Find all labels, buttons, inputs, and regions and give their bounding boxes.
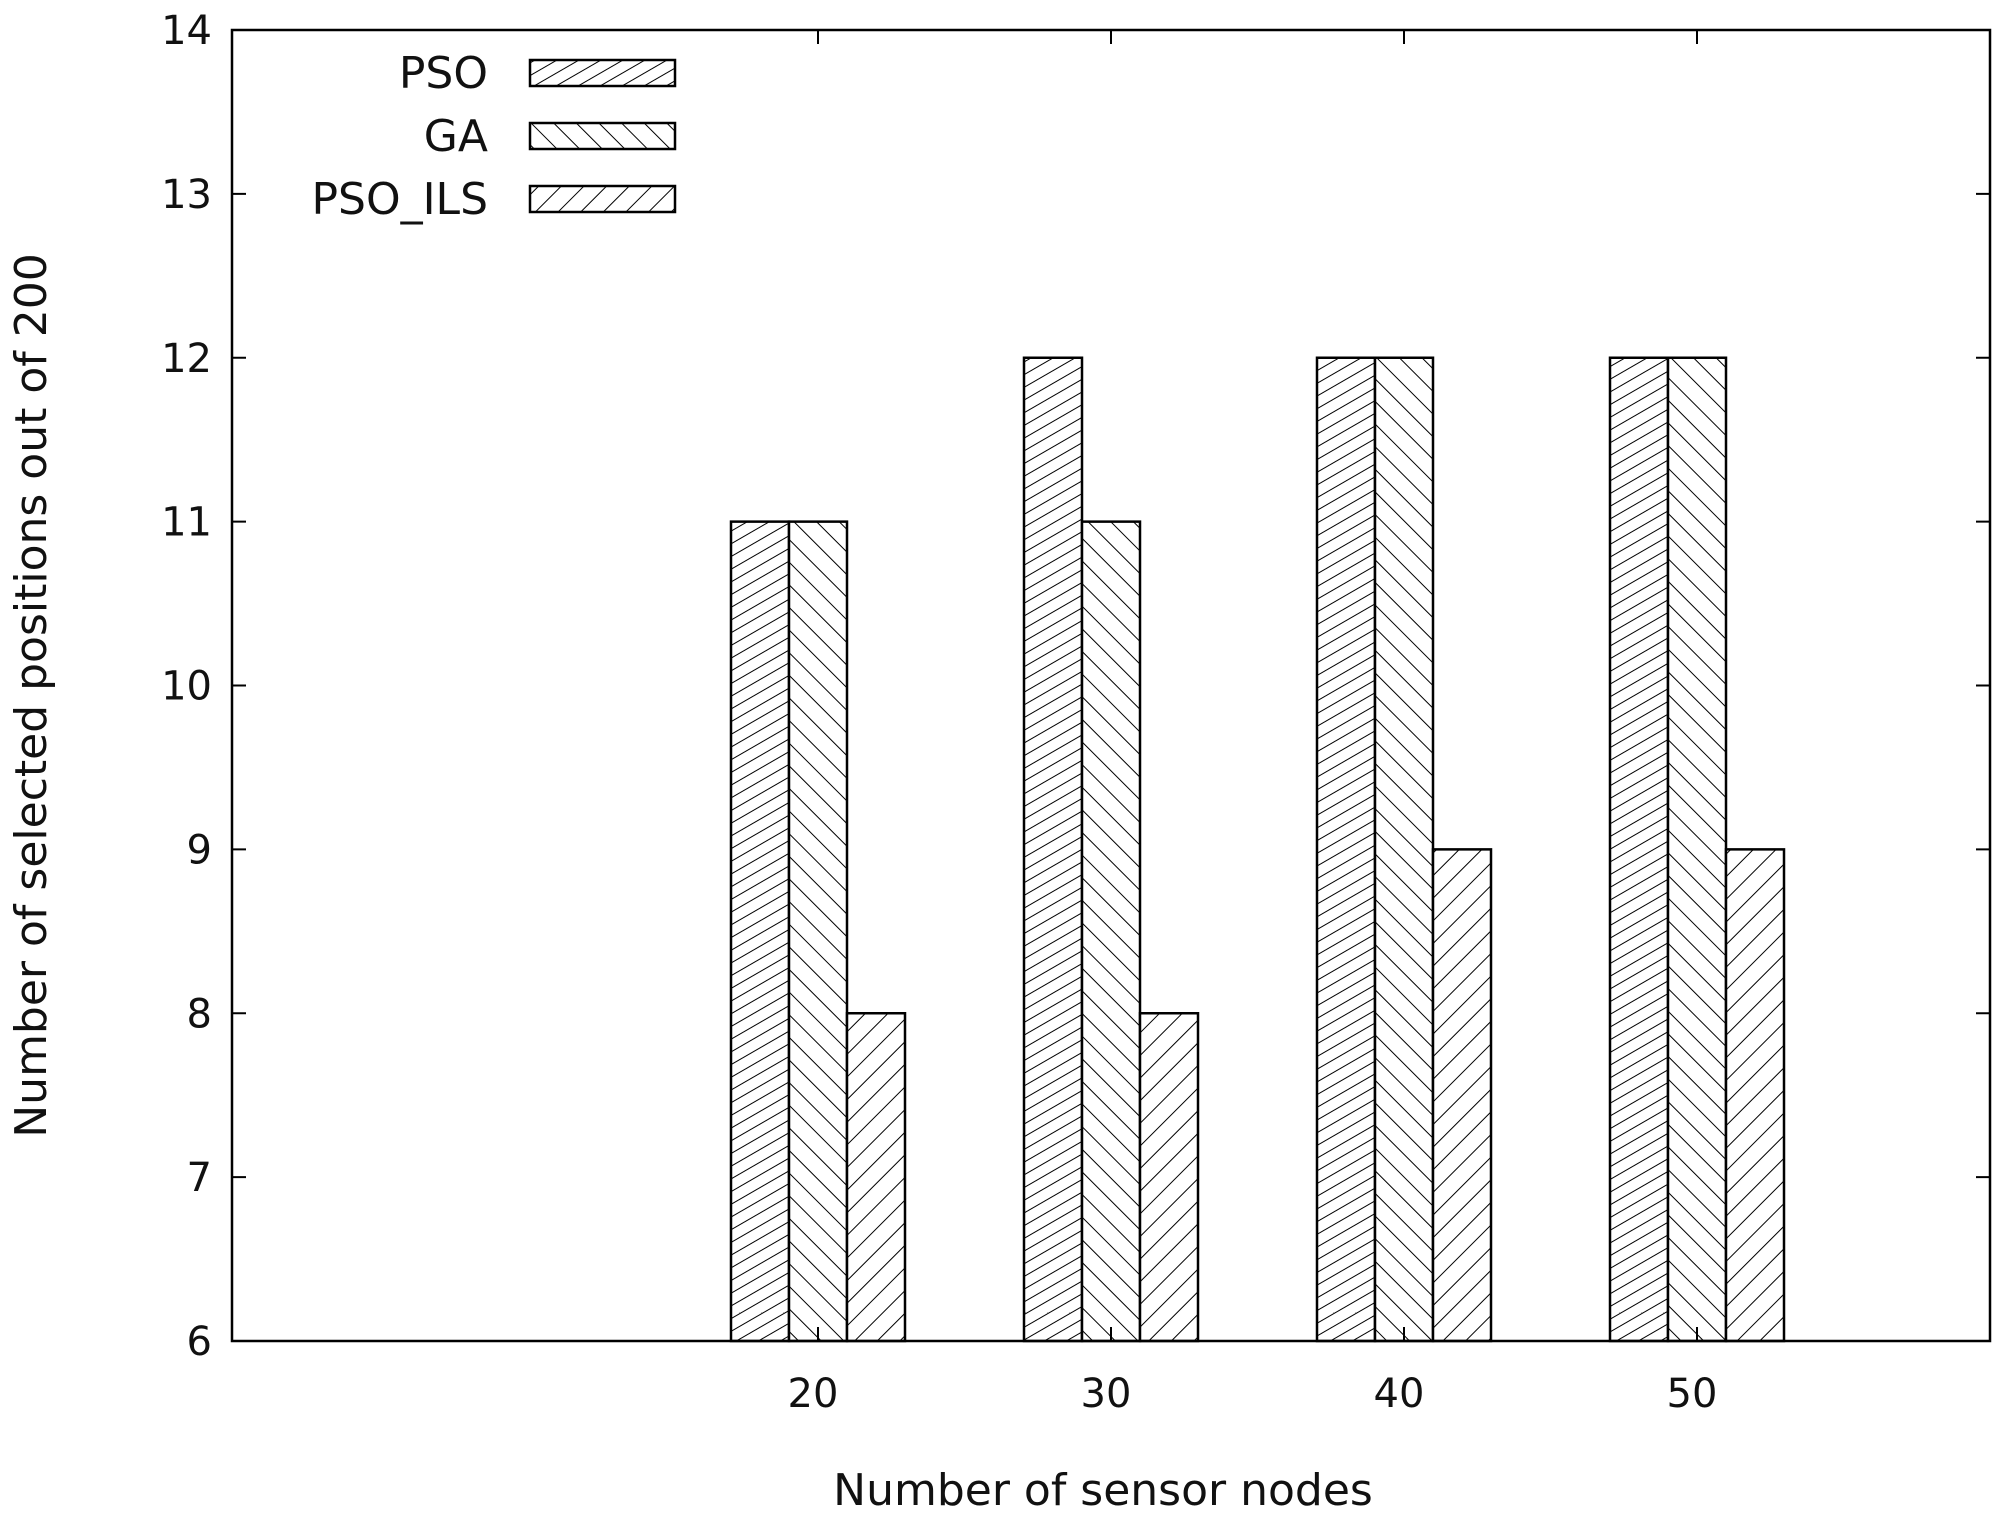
legend-label-pso_ils: PSO_ILS — [311, 174, 488, 225]
y-tick-label-6: 6 — [187, 1319, 212, 1365]
bar-ga-20 — [787, 520, 849, 1343]
legend-swatch-pso_ils — [528, 184, 677, 214]
legend-label-ga: GA — [424, 111, 488, 162]
bar-pso_ils-50 — [1724, 848, 1786, 1343]
bar-pso-30 — [1022, 356, 1084, 1343]
bar-pso-50 — [1608, 356, 1670, 1343]
bar-pso_ils-40 — [1431, 848, 1493, 1343]
x-tick-label-30: 30 — [1081, 1371, 1132, 1417]
plot-frame — [230, 28, 1992, 1343]
legend: PSO GA PSO_ILS — [311, 48, 677, 225]
bar-pso_ils-30 — [1138, 1012, 1200, 1343]
bar-ga-50 — [1666, 356, 1728, 1343]
y-tick-label-13: 13 — [161, 172, 212, 218]
legend-swatch-ga — [528, 121, 677, 151]
y-tick-label-14: 14 — [161, 8, 212, 54]
y-tick-label-7: 7 — [187, 1155, 212, 1201]
bar-pso_ils-20 — [845, 1012, 907, 1343]
legend-swatch-pso — [528, 58, 677, 88]
y-axis-label: Number of selected positions out of 200 — [6, 253, 57, 1137]
bar-ga-30 — [1080, 520, 1142, 1343]
x-tick-label-20: 20 — [788, 1371, 839, 1417]
x-tick-label-50: 50 — [1667, 1371, 1718, 1417]
x-tick-label-40: 40 — [1374, 1371, 1425, 1417]
y-tick-label-8: 8 — [187, 991, 212, 1037]
ticks-layer: 6 7 8 9 10 11 12 13 14 20 30 40 50 — [161, 8, 1990, 1417]
bar-pso-20 — [729, 520, 791, 1343]
x-axis-label: Number of sensor nodes — [833, 1465, 1373, 1516]
bar-ga-40 — [1373, 356, 1435, 1343]
legend-label-pso: PSO — [399, 48, 488, 99]
bar-pso-40 — [1315, 356, 1377, 1343]
y-tick-label-10: 10 — [161, 664, 212, 710]
y-tick-label-12: 12 — [161, 336, 212, 382]
y-tick-label-9: 9 — [187, 827, 212, 873]
bars-layer — [729, 356, 1786, 1343]
y-tick-label-11: 11 — [161, 500, 212, 546]
